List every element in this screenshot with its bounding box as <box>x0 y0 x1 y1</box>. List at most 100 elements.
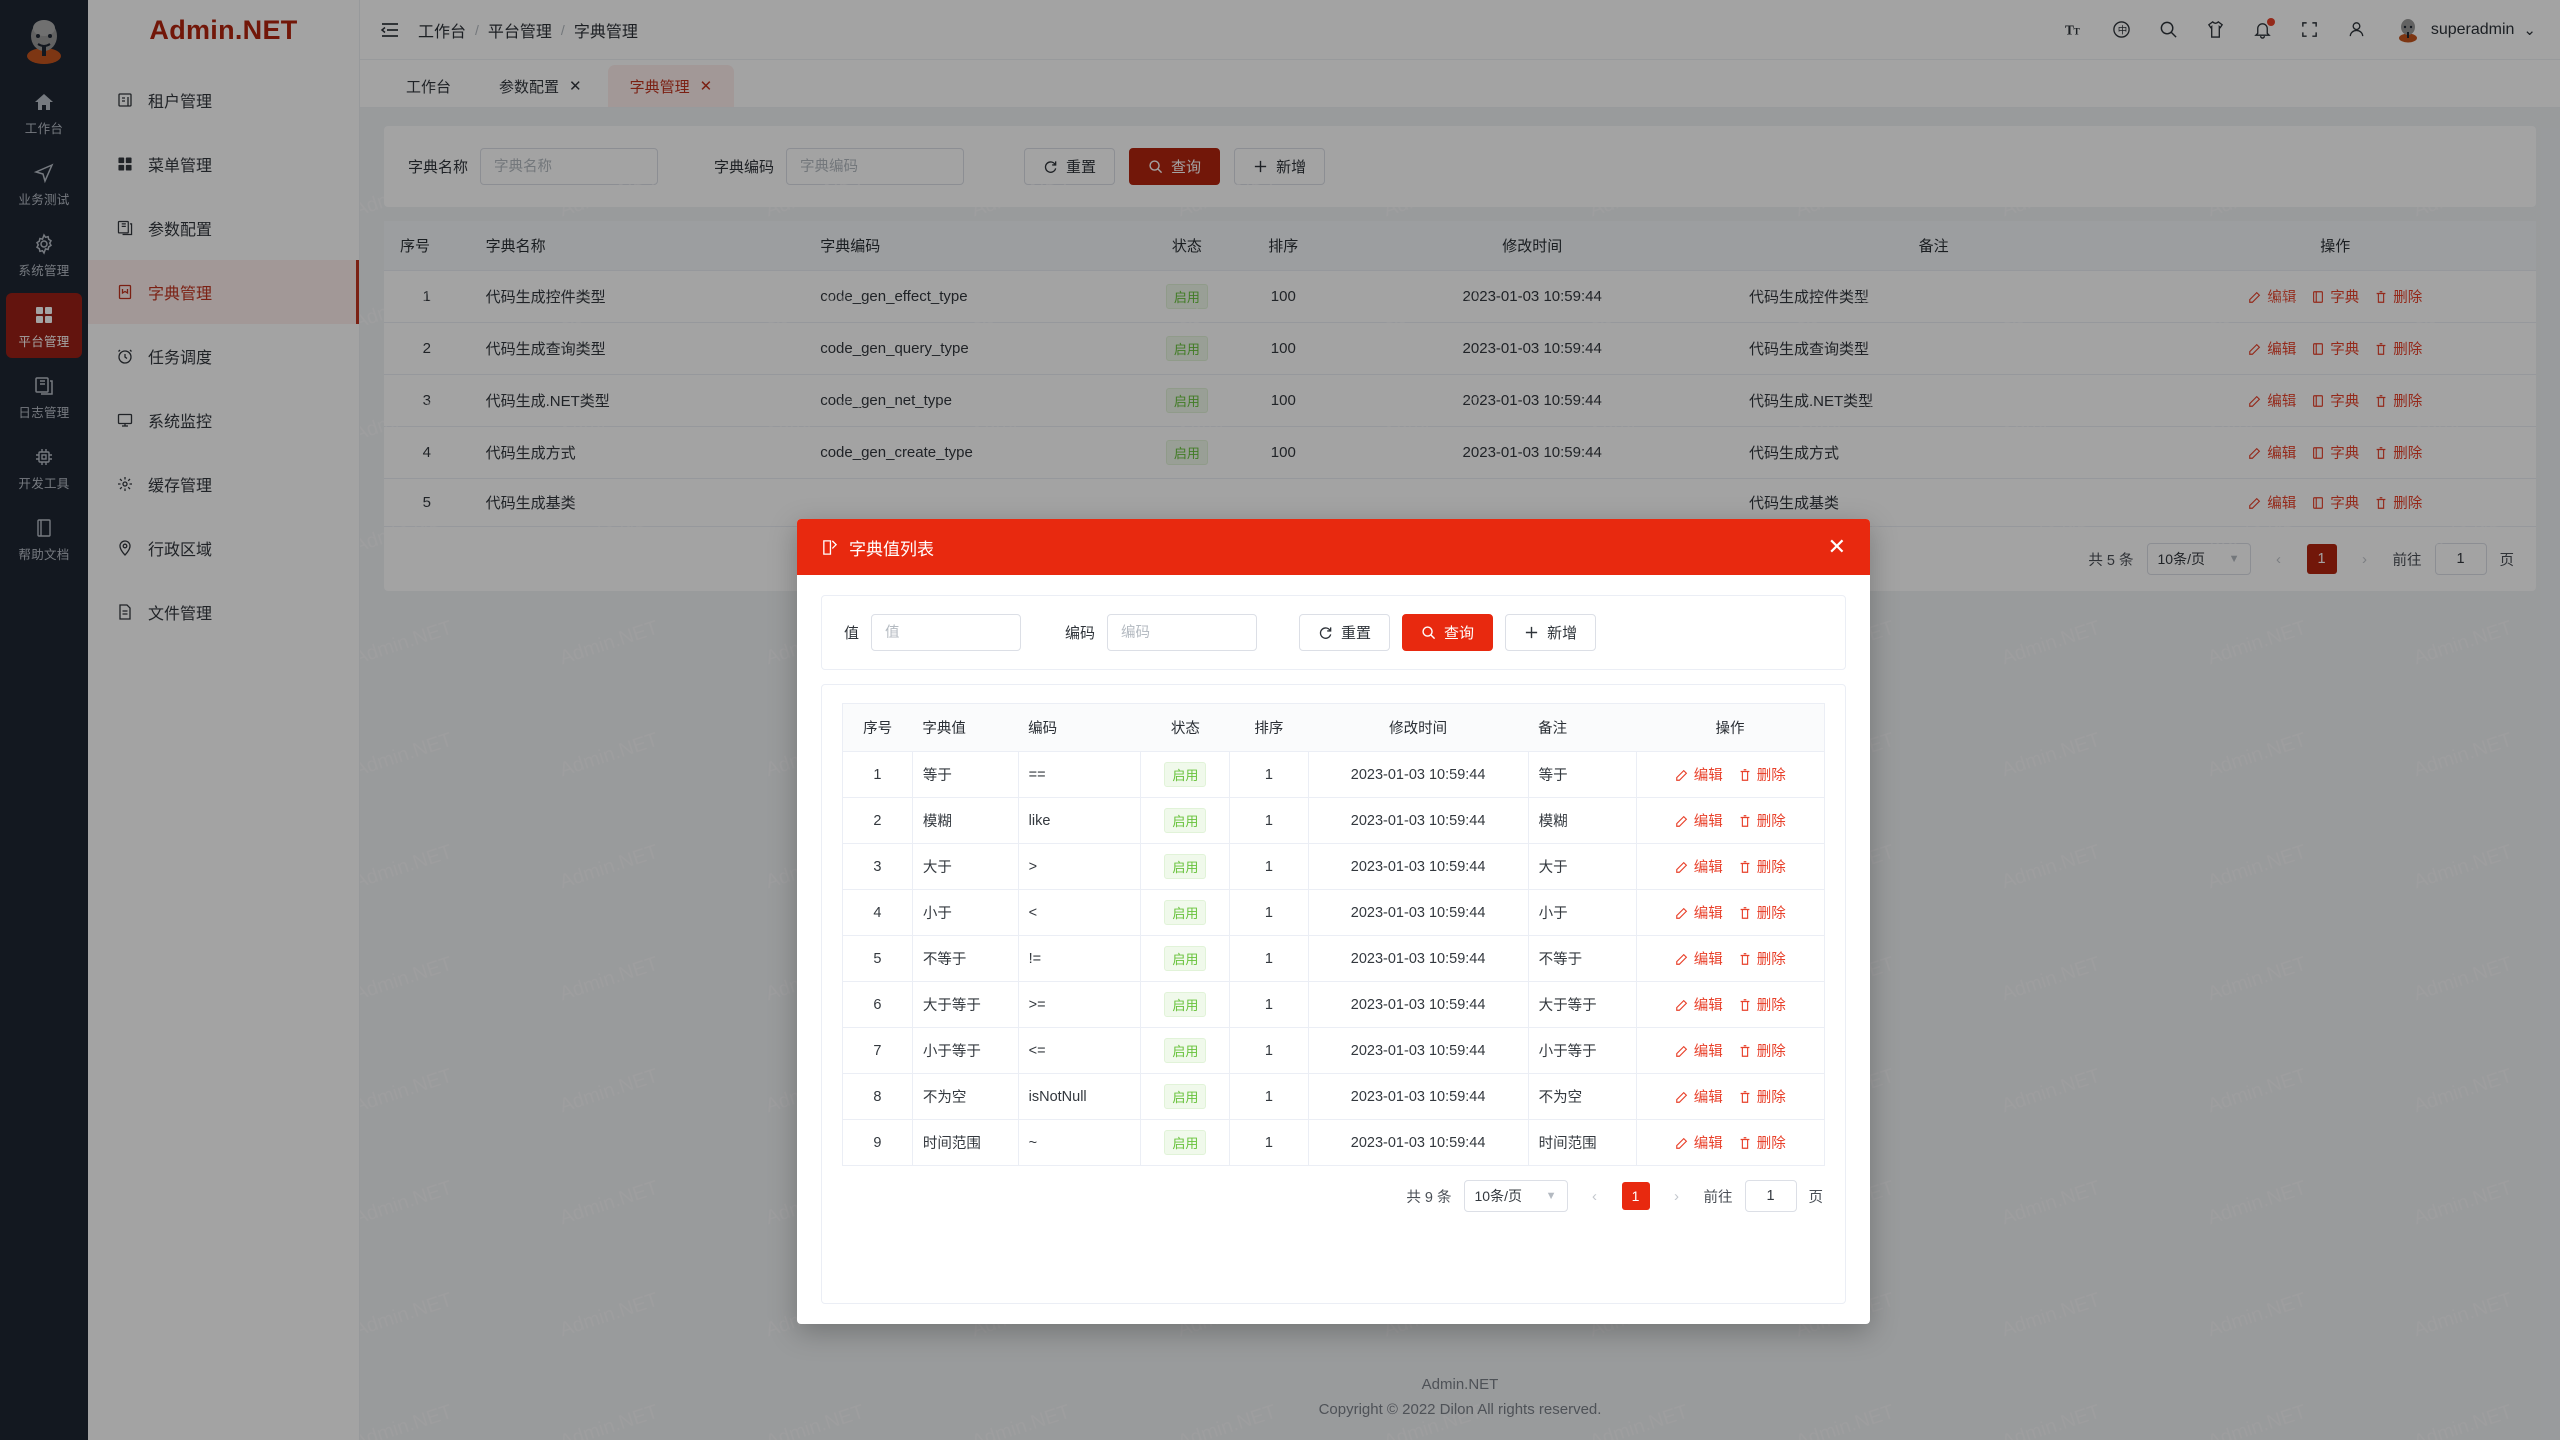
rail-item-3[interactable]: 平台管理 <box>6 293 82 358</box>
row-dict-button[interactable]: 字典 <box>2307 338 2363 359</box>
modal-row-edit-button[interactable]: 编辑 <box>1671 948 1727 969</box>
pagination-page-1[interactable]: 1 <box>2306 544 2337 574</box>
page-size-select[interactable]: 10条/页 ▼ <box>2146 543 2251 575</box>
modal-pagination: 共 9 条 10条/页 ▼ ‹ 1 › 前往 页 <box>842 1166 1825 1228</box>
modal-row-delete-button[interactable]: 删除 <box>1734 856 1790 877</box>
row-delete-button[interactable]: 删除 <box>2370 442 2426 463</box>
sidebar-item-7[interactable]: 行政区域 <box>88 516 359 580</box>
table-header-6: 备注 <box>1732 221 2135 271</box>
home-icon <box>33 90 55 114</box>
reset-button[interactable]: 重置 <box>1024 148 1116 185</box>
modal-reset-button[interactable]: 重置 <box>1299 614 1391 651</box>
sidebar-item-2[interactable]: 参数配置 <box>88 196 359 260</box>
modal-query-button[interactable]: 查询 <box>1402 614 1494 651</box>
sidebar-item-5[interactable]: 系统监控 <box>88 388 359 452</box>
modal-row-edit-button[interactable]: 编辑 <box>1671 856 1727 877</box>
fullscreen-icon[interactable] <box>2300 20 2319 39</box>
modal-row-edit-button[interactable]: 编辑 <box>1671 764 1727 785</box>
modal-row-delete-button[interactable]: 删除 <box>1734 1132 1790 1153</box>
sidebar-item-8[interactable]: 文件管理 <box>88 580 359 644</box>
modal-code-input[interactable] <box>1107 614 1258 651</box>
row-dict-label: 字典 <box>2330 496 2360 512</box>
sidebar-item-1[interactable]: 菜单管理 <box>88 132 359 196</box>
row-delete-button[interactable]: 删除 <box>2370 492 2426 513</box>
rail-item-label: 帮助文档 <box>18 548 70 562</box>
query-button[interactable]: 查询 <box>1129 148 1221 185</box>
user-icon[interactable] <box>2347 20 2366 39</box>
modal-pagination-next[interactable]: › <box>1674 1187 1679 1205</box>
sidebar-item-4[interactable]: 任务调度 <box>88 324 359 388</box>
sidebar-item-label: 字典管理 <box>148 286 213 303</box>
tab-1[interactable]: 参数配置 ✕ <box>477 65 604 107</box>
sidebar-item-6[interactable]: 缓存管理 <box>88 452 359 516</box>
modal-value-input[interactable] <box>871 614 1022 651</box>
modal-row-edit-button[interactable]: 编辑 <box>1671 994 1727 1015</box>
modal-row-delete-button[interactable]: 删除 <box>1734 902 1790 923</box>
dict-name-input[interactable] <box>480 148 659 185</box>
modal-row-edit-button[interactable]: 编辑 <box>1671 810 1727 831</box>
row-edit-button[interactable]: 编辑 <box>2244 442 2300 463</box>
pagination-page-unit: 页 <box>2499 552 2515 569</box>
row-dict-button[interactable]: 字典 <box>2307 492 2363 513</box>
sidebar-item-0[interactable]: 租户管理 <box>88 68 359 132</box>
modal-pagination-prev[interactable]: ‹ <box>1592 1187 1597 1205</box>
search-icon[interactable] <box>2159 20 2178 39</box>
modal-row-delete-button[interactable]: 删除 <box>1734 948 1790 969</box>
cell-sort: 1 <box>1229 1073 1309 1120</box>
row-dict-button[interactable]: 字典 <box>2307 442 2363 463</box>
theme-shirt-icon[interactable] <box>2206 20 2225 39</box>
modal-pagination-page-1[interactable]: 1 <box>1621 1182 1650 1210</box>
rail-item-0[interactable]: 工作台 <box>6 80 82 145</box>
notification-bell-icon[interactable] <box>2253 18 2275 39</box>
chevron-down-icon[interactable]: ⌄ <box>2523 21 2536 39</box>
pagination-jump-input[interactable] <box>2434 543 2487 575</box>
modal-row-delete-button[interactable]: 删除 <box>1734 994 1790 1015</box>
modal-page-size-select[interactable]: 10条/页 ▼ <box>1463 1180 1568 1212</box>
breadcrumb-item-1[interactable]: 平台管理 <box>487 23 552 41</box>
pagination-prev[interactable]: ‹ <box>2276 550 2281 568</box>
row-edit-button[interactable]: 编辑 <box>2244 338 2300 359</box>
modal-row-delete-button[interactable]: 删除 <box>1734 1040 1790 1061</box>
rail-item-4[interactable]: 日志管理 <box>6 364 82 429</box>
sidebar-item-3[interactable]: 字典管理 <box>88 260 359 324</box>
dict-code-input[interactable] <box>786 148 965 185</box>
tab-close-icon[interactable]: ✕ <box>699 77 713 95</box>
modal-row-delete-button[interactable]: 删除 <box>1734 764 1790 785</box>
row-delete-button[interactable]: 删除 <box>2370 338 2426 359</box>
modal-add-button[interactable]: 新增 <box>1505 614 1597 651</box>
modal-row-edit-button[interactable]: 编辑 <box>1671 1086 1727 1107</box>
breadcrumb-item-2[interactable]: 字典管理 <box>573 23 638 41</box>
rail-item-1[interactable]: 业务测试 <box>6 151 82 216</box>
rail-item-6[interactable]: 帮助文档 <box>6 506 82 571</box>
close-icon[interactable]: ✕ <box>1827 534 1846 559</box>
rail-item-2[interactable]: 系统管理 <box>6 222 82 287</box>
table-row: 1 代码生成控件类型 code_gen_effect_type 启用 100 2023-0… <box>384 270 2536 323</box>
row-edit-button[interactable]: 编辑 <box>2244 492 2300 513</box>
rail-item-5[interactable]: 开发工具 <box>6 435 82 500</box>
row-edit-button[interactable]: 编辑 <box>2244 286 2300 307</box>
modal-row-edit-button[interactable]: 编辑 <box>1671 1132 1727 1153</box>
add-button[interactable]: 新增 <box>1234 148 1326 185</box>
row-dict-button[interactable]: 字典 <box>2307 286 2363 307</box>
row-delete-button[interactable]: 删除 <box>2370 286 2426 307</box>
modal-pagination-jump-input[interactable] <box>1744 1180 1797 1212</box>
row-delete-button[interactable]: 删除 <box>2370 390 2426 411</box>
breadcrumb-item-0[interactable]: 工作台 <box>418 23 467 41</box>
sidebar-collapse-icon[interactable] <box>380 20 400 40</box>
modal-row-edit-button[interactable]: 编辑 <box>1671 1040 1727 1061</box>
row-edit-button[interactable]: 编辑 <box>2244 390 2300 411</box>
row-dict-button[interactable]: 字典 <box>2307 390 2363 411</box>
modal-row-delete-button[interactable]: 删除 <box>1734 1086 1790 1107</box>
plus-icon <box>1253 159 1268 174</box>
modal-row-edit-button[interactable]: 编辑 <box>1671 902 1727 923</box>
user-menu[interactable]: superadmin ⌄ <box>2394 16 2536 44</box>
language-icon[interactable]: 中 <box>2112 20 2131 39</box>
status-badge: 启用 <box>1164 946 1207 971</box>
tab-0[interactable]: 工作台 <box>384 65 473 107</box>
cell-ops: 编辑 删除 <box>1636 889 1826 936</box>
modal-row-delete-button[interactable]: 删除 <box>1734 810 1790 831</box>
tab-2[interactable]: 字典管理 ✕ <box>607 65 735 107</box>
pagination-next[interactable]: › <box>2362 550 2367 568</box>
tab-close-icon[interactable]: ✕ <box>569 77 582 95</box>
